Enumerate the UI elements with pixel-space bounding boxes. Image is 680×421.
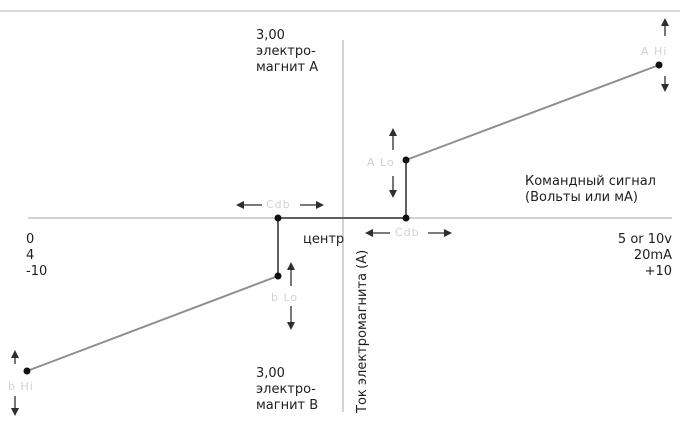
cdb-left-label: Cdb [266, 198, 291, 211]
command-signal-line2: (Вольты или мА) [525, 190, 638, 205]
center-label: центр [303, 232, 345, 247]
a-lo-point [402, 156, 410, 164]
deadband-right-point [402, 214, 410, 222]
solenoid-a-label: 3,00 электро- магнит А [256, 28, 318, 76]
b-lo-label: b Lo [271, 291, 299, 304]
a-hi-point [655, 61, 663, 69]
solenoid-current-axis-label: Ток электромагнита (А) [355, 249, 370, 413]
x-max-labels: 5 or 10v 20mA +10 [618, 232, 672, 280]
command-signal-label: Командный сигнал (Вольты или мА) [525, 174, 656, 206]
solenoid-a-line1: электро- [256, 44, 316, 59]
solenoid-b-line2: магнит В [256, 398, 319, 413]
a-lo-label: A Lo [367, 156, 395, 169]
x-max-volts: 5 or 10v [617, 232, 672, 247]
b-lo-point [274, 272, 282, 280]
command-signal-line1: Командный сигнал [525, 174, 656, 189]
solenoid-b-label: 3,00 электро- магнит В [256, 366, 318, 414]
x-min-volts: 0 [26, 232, 35, 247]
b-hi-label: b Hi [8, 380, 34, 393]
solenoid-b-value: 3,00 [256, 366, 285, 381]
x-min-labels: 0 4 -10 [26, 232, 47, 280]
x-min-ma: 4 [26, 248, 35, 263]
deadband-left-point [274, 214, 282, 222]
b-hi-point [23, 367, 31, 375]
solenoid-b-line1: электро- [256, 382, 316, 397]
x-max-bipolar: +10 [644, 264, 672, 279]
solenoid-a-value: 3,00 [256, 28, 285, 43]
solenoid-a-line2: магнит А [256, 60, 319, 75]
x-min-bipolar: -10 [26, 264, 48, 279]
x-max-ma: 20mA [633, 248, 672, 263]
b-ramp-line [26, 275, 279, 372]
a-hi-label: A Hi [641, 45, 668, 58]
a-ramp-line [405, 64, 660, 161]
cdb-right-label: Cdb [395, 226, 420, 239]
